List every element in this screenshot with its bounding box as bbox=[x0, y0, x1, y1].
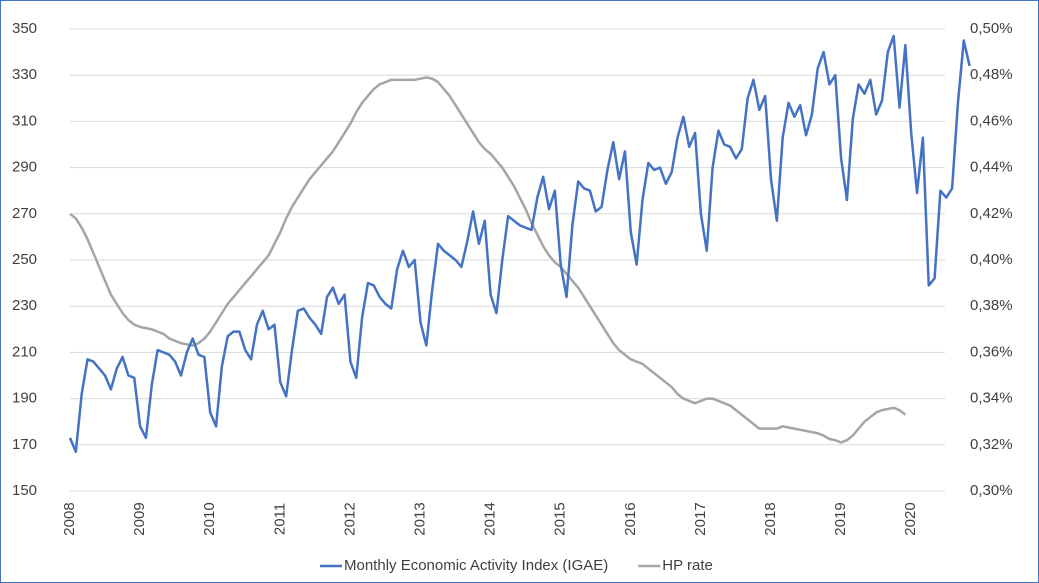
y2-tick-label: 0,34% bbox=[970, 390, 1013, 407]
y2-tick-label: 0,30% bbox=[970, 482, 1013, 499]
y2-tick-label: 0,32% bbox=[970, 436, 1013, 453]
y-tick-label: 350 bbox=[12, 20, 37, 37]
x-tick-label: 2011 bbox=[271, 503, 288, 535]
y-tick-label: 250 bbox=[12, 251, 37, 268]
y-tick-label: 230 bbox=[12, 297, 37, 314]
x-tick-label: 2010 bbox=[201, 502, 218, 535]
x-tick-label: 2008 bbox=[61, 502, 78, 535]
series-line bbox=[69, 76, 907, 444]
y2-tick-label: 0,36% bbox=[970, 343, 1013, 360]
y2-tick-label: 0,44% bbox=[970, 159, 1013, 176]
y-tick-label: 330 bbox=[12, 66, 37, 83]
y2-tick-label: 0,42% bbox=[970, 205, 1013, 222]
y2-tick-label: 0,46% bbox=[970, 112, 1013, 129]
legend-label: Monthly Economic Activity Index (IGAE) bbox=[344, 557, 608, 574]
y2-tick-label: 0,38% bbox=[970, 297, 1013, 314]
y-tick-label: 190 bbox=[12, 390, 37, 407]
x-tick-label: 2015 bbox=[552, 502, 569, 535]
y-tick-label: 210 bbox=[12, 343, 37, 360]
x-tick-label: 2017 bbox=[692, 502, 709, 535]
x-tick-label: 2012 bbox=[341, 502, 358, 535]
legend-label: HP rate bbox=[662, 557, 713, 574]
x-tick-label: 2018 bbox=[762, 502, 779, 535]
x-tick-label: 2016 bbox=[622, 502, 639, 535]
y-tick-label: 270 bbox=[12, 205, 37, 222]
x-tick-label: 2009 bbox=[131, 502, 148, 535]
y-tick-label: 310 bbox=[12, 112, 37, 129]
y-tick-label: 170 bbox=[12, 436, 37, 453]
y2-tick-label: 0,50% bbox=[970, 20, 1013, 37]
y2-tick-label: 0,48% bbox=[970, 66, 1013, 83]
x-tick-label: 2020 bbox=[902, 502, 919, 535]
y2-tick-label: 0,40% bbox=[970, 251, 1013, 268]
x-tick-label: 2014 bbox=[482, 502, 499, 535]
y-tick-label: 150 bbox=[12, 482, 37, 499]
series-line bbox=[68, 34, 971, 453]
x-tick-label: 2019 bbox=[832, 502, 849, 535]
y-tick-label: 290 bbox=[12, 159, 37, 176]
x-tick-label: 2013 bbox=[411, 502, 428, 535]
